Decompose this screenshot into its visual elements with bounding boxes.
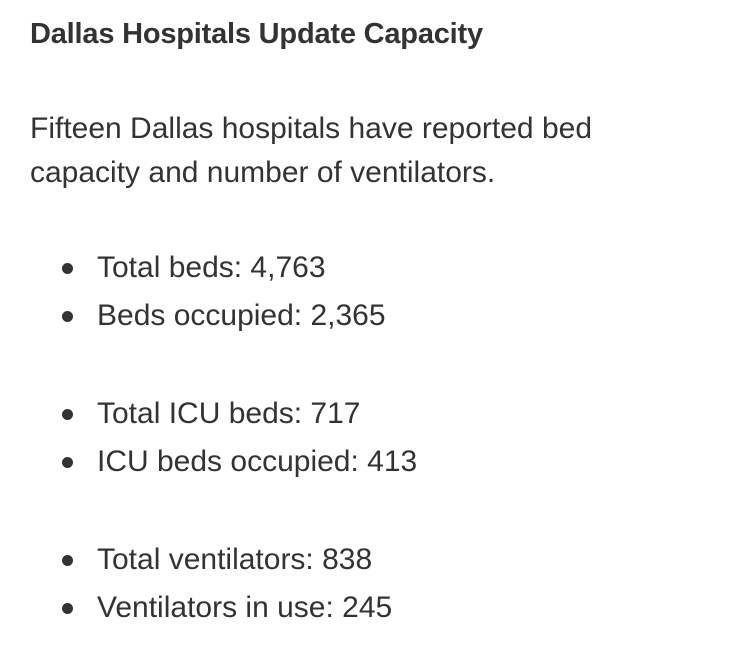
bullet-icon [62,555,73,566]
bullet-icon [62,311,73,322]
stat-text: Total ICU beds: 717 [97,397,361,430]
list-item: Total ICU beds: 717 [0,390,417,438]
stat-text: Total ventilators: 838 [97,543,373,576]
stat-text: Ventilators in use: 245 [97,591,393,624]
bullet-icon [62,263,73,274]
stat-text: Beds occupied: 2,365 [97,299,386,332]
bullet-icon [62,457,73,468]
beds-list: Total beds: 4,763 Beds occupied: 2,365 [0,244,386,340]
bullet-icon [62,409,73,420]
article-title: Dallas Hospitals Update Capacity [30,18,483,50]
stat-text: ICU beds occupied: 413 [97,445,418,478]
list-item: Ventilators in use: 245 [0,584,392,632]
ventilators-list: Total ventilators: 838 Ventilators in us… [0,536,392,632]
list-item: ICU beds occupied: 413 [0,438,417,486]
bullet-icon [62,603,73,614]
article-intro: Fifteen Dallas hospitals have reported b… [30,107,670,195]
list-item: Total ventilators: 838 [0,536,392,584]
icu-list: Total ICU beds: 717 ICU beds occupied: 4… [0,390,417,486]
list-item: Beds occupied: 2,365 [0,292,386,340]
intro-line: Fifteen Dallas hospitals have reported b… [30,112,593,145]
list-item: Total beds: 4,763 [0,244,386,292]
stat-text: Total beds: 4,763 [97,251,326,284]
intro-line: capacity and number of ventilators. [30,156,496,189]
